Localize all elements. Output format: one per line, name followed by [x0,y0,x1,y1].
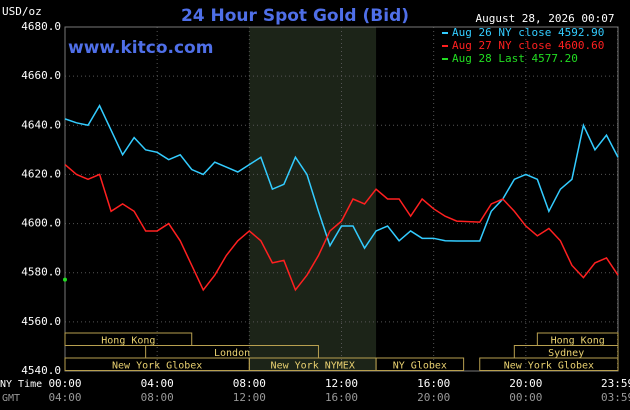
timestamp: August 28, 2026 00:07 [475,12,614,25]
x2-tick-label: 03:59 [601,391,630,404]
x-tick-label: 23:59 [601,377,630,390]
session-bar [479,357,619,371]
session-bar [64,332,193,346]
y-tick-label: 4620.0 [21,167,61,180]
session-label: New York Globex [112,360,202,371]
x-tick-label: 16:00 [417,377,450,390]
watermark: www.kitco.com [68,38,213,58]
y-tick-label: 4680.0 [21,20,61,33]
legend-label: Aug 26 NY close 4592.90 [452,26,604,39]
x2-tick-label: 00:00 [509,391,542,404]
y-tick-label: 4560.0 [21,315,61,328]
x-tick-label: 00:00 [48,377,81,390]
session-label: Sydney [548,348,584,359]
x2-tick-label: 20:00 [417,391,450,404]
x-tick-label: 20:00 [509,377,542,390]
y-tick-label: 4580.0 [21,266,61,279]
series-line [64,164,619,292]
x2-tick-label: 12:00 [233,391,266,404]
chart-title: 24 Hour Spot Gold (Bid) [181,6,409,26]
legend-label: Aug 28 Last 4577.20 [452,52,578,65]
x-tick-label: 12:00 [325,377,358,390]
x-axis-label: NY Time [0,379,42,390]
session-label: London [214,348,250,359]
x2-tick-label: 16:00 [325,391,358,404]
session-label: Hong Kong [101,335,155,346]
y-tick-label: 4640.0 [21,118,61,131]
x2-tick-label: 08:00 [141,391,174,404]
session-label: New York NYMEX [271,360,355,371]
x-tick-label: 08:00 [233,377,266,390]
series-line [64,104,619,250]
session-label: Hong Kong [551,335,605,346]
legend-label: Aug 27 NY close 4600.60 [452,39,604,52]
session-bar [375,357,465,371]
y-tick-label: 4660.0 [21,69,61,82]
x-tick-label: 04:00 [141,377,174,390]
y-axis-label: USD/oz [2,5,42,18]
last-point [63,277,67,282]
y-tick-label: 4600.0 [21,217,61,230]
x2-tick-label: 04:00 [48,391,81,404]
session-label: New York Globex [504,360,594,371]
highlight-band [249,27,377,371]
session-label: NY Globex [393,360,447,371]
y-tick-label: 4540.0 [21,364,61,377]
x2-axis-label: GMT [2,393,20,404]
